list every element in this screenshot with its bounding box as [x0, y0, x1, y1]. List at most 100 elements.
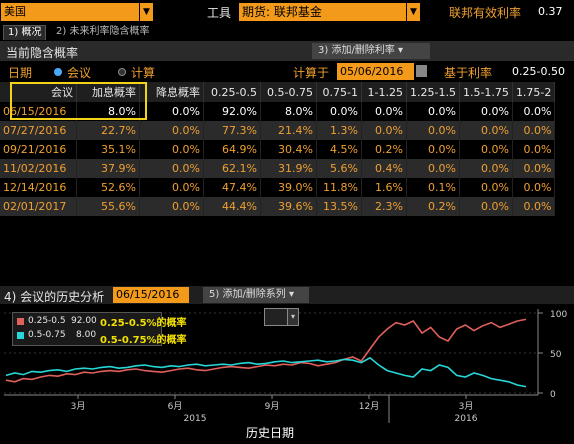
probability-cell: 0.0%: [139, 159, 204, 178]
probability-cell: 11.8%: [316, 178, 362, 197]
year-label-2016: 2016: [455, 414, 478, 424]
calc-date-value: 05/06/2016: [340, 65, 404, 78]
col-hike-prob[interactable]: 加息概率: [76, 82, 140, 102]
meeting-date-cell: 07/27/2016: [0, 121, 77, 140]
probability-cell: 2.3%: [361, 197, 407, 216]
tool-select[interactable]: 期货: 联邦基金: [239, 3, 406, 21]
base-rate-value: 0.25-0.50: [512, 65, 565, 78]
tab-overview[interactable]: 1) 概况: [3, 25, 47, 40]
probability-cell: 8.0%: [260, 102, 317, 121]
probability-cell: 55.6%: [76, 197, 140, 216]
market-dropdown-arrow-icon[interactable]: ▼: [139, 3, 153, 21]
probability-cell: 0.0%: [512, 178, 556, 197]
tool-label: 工具: [207, 6, 232, 20]
tab-future-rate-prob[interactable]: 2) 未来利率隐含概率: [52, 25, 153, 39]
probability-cell: 0.0%: [406, 102, 460, 121]
meeting-date-cell: 11/02/2016: [0, 159, 77, 178]
annotation-025-05: 0.25-0.5%的概率: [100, 318, 187, 329]
add-remove-rate-button[interactable]: 3) 添加/删除利率 ▾: [312, 43, 430, 59]
probability-cell: 0.0%: [459, 159, 513, 178]
tab-bar: 1) 概况 2) 未来利率隐含概率: [0, 25, 574, 40]
probability-cell: 0.0%: [361, 121, 407, 140]
probability-cell: 62.1%: [203, 159, 261, 178]
chart-tool-dropdown-icon[interactable]: ▾: [287, 308, 299, 326]
probability-cell: 0.0%: [459, 197, 513, 216]
probability-cell: 0.0%: [139, 140, 204, 159]
chart-legend: 0.25-0.5 92.00 0.5-0.75 8.00: [12, 312, 162, 346]
history-date-input[interactable]: 06/15/2016: [113, 287, 189, 303]
probability-table: 会议 加息概率 降息概率 0.25-0.5 0.5-0.75 0.75-1 1-…: [0, 82, 574, 216]
calc-radio-label: 计算: [131, 66, 156, 80]
probability-cell: 22.7%: [76, 121, 140, 140]
table-header-row: 会议 加息概率 降息概率 0.25-0.5 0.5-0.75 0.75-1 1-…: [0, 82, 556, 102]
probability-cell: 0.0%: [512, 197, 556, 216]
probability-cell: 1.3%: [316, 121, 362, 140]
table-row[interactable]: 06/15/2016 8.0% 0.0% 92.0% 8.0% 0.0% 0.0% 0.0% 0…: [0, 102, 556, 121]
probability-cell: 0.0%: [459, 121, 513, 140]
add-remove-series-label: 5) 添加/删除系列 ▾: [209, 289, 295, 300]
col-rate-025-05[interactable]: 0.25-0.5: [203, 82, 261, 102]
table-row[interactable]: 09/21/2016 35.1% 0.0% 64.9% 30.4% 4.5% 0.2% 0.0…: [0, 140, 556, 159]
add-remove-series-button[interactable]: 5) 添加/删除系列 ▾: [203, 287, 309, 303]
meeting-radio[interactable]: [54, 68, 62, 76]
chart-tool-icon[interactable]: [264, 308, 288, 326]
probability-cell: 0.0%: [459, 102, 513, 121]
calc-radio[interactable]: [118, 68, 126, 76]
probability-cell: 0.0%: [361, 102, 407, 121]
x-tick-label: 9月: [265, 401, 280, 412]
probability-cell: 0.1%: [406, 178, 460, 197]
probability-cell: 92.0%: [203, 102, 261, 121]
probability-cell: 0.0%: [139, 197, 204, 216]
table-row[interactable]: 11/02/2016 37.9% 0.0% 62.1% 31.9% 5.6% 0.4% 0.0…: [0, 159, 556, 178]
y-tick-label: 0: [550, 390, 556, 400]
legend-value-05-075: 8.00: [76, 330, 97, 340]
col-rate-125-15[interactable]: 1.25-1.5: [406, 82, 460, 102]
col-cut-prob[interactable]: 降息概率: [139, 82, 204, 102]
legend-swatch-05-075: [17, 332, 24, 339]
chart-annotations: 0.25-0.5%的概率 0.5-0.75%的概率: [100, 314, 187, 346]
probability-cell: 0.0%: [139, 102, 204, 121]
probability-cell: 52.6%: [76, 178, 140, 197]
series-line-025-05: [5, 318, 527, 383]
probability-cell: 64.9%: [203, 140, 261, 159]
x-axis-label: 历史日期: [246, 426, 294, 440]
meeting-date-cell: 06/15/2016: [0, 102, 77, 121]
legend-value-025-05: 92.00: [71, 316, 97, 326]
market-select[interactable]: 美国: [1, 3, 139, 21]
base-rate-label: 基于利率: [444, 66, 493, 80]
calendar-icon[interactable]: [416, 65, 427, 77]
table-row[interactable]: 02/01/2017 55.6% 0.0% 44.4% 39.6% 13.5% 2.3% 0.…: [0, 197, 556, 216]
probability-cell: 0.0%: [512, 159, 556, 178]
tool-dropdown-arrow-icon[interactable]: ▼: [406, 3, 420, 21]
probability-cell: 77.3%: [203, 121, 261, 140]
probability-cell: 31.9%: [260, 159, 317, 178]
probability-cell: 0.0%: [316, 102, 362, 121]
legend-swatch-025-05: [17, 318, 24, 325]
table-row[interactable]: 07/27/2016 22.7% 0.0% 77.3% 21.4% 1.3% 0.0% 0.0…: [0, 121, 556, 140]
probability-cell: 0.0%: [459, 140, 513, 159]
probability-cell: 0.4%: [361, 159, 407, 178]
y-tick-label: 100: [550, 310, 567, 320]
col-rate-175-2[interactable]: 1.75-2: [512, 82, 556, 102]
probability-cell: 0.0%: [406, 140, 460, 159]
market-value: 美国: [4, 5, 26, 18]
probability-cell: 0.0%: [459, 178, 513, 197]
x-tick-label: 6月: [168, 401, 183, 412]
col-rate-075-1[interactable]: 0.75-1: [316, 82, 362, 102]
annotation-05-075: 0.5-0.75%的概率: [100, 335, 187, 346]
legend-label-025-05: 0.25-0.5: [28, 316, 66, 326]
probability-cell: 5.6%: [316, 159, 362, 178]
col-rate-05-075[interactable]: 0.5-0.75: [260, 82, 317, 102]
probability-cell: 37.9%: [76, 159, 140, 178]
probability-cell: 0.0%: [512, 140, 556, 159]
col-rate-15-175[interactable]: 1.5-1.75: [459, 82, 513, 102]
col-rate-1-125[interactable]: 1-1.25: [361, 82, 407, 102]
table-row[interactable]: 12/14/2016 52.6% 0.0% 47.4% 39.0% 11.8% 1.6% 0.…: [0, 178, 556, 197]
controls-row: 日期 会议 计算 计算于 05/06/2016 基于利率 0.25-0.50: [0, 63, 574, 81]
probability-cell: 44.4%: [203, 197, 261, 216]
calc-date-input[interactable]: 05/06/2016: [337, 63, 414, 80]
col-meeting[interactable]: 会议: [0, 82, 77, 102]
meeting-radio-label: 会议: [67, 66, 92, 80]
probability-cell: 30.4%: [260, 140, 317, 159]
probability-cell: 8.0%: [76, 102, 140, 121]
